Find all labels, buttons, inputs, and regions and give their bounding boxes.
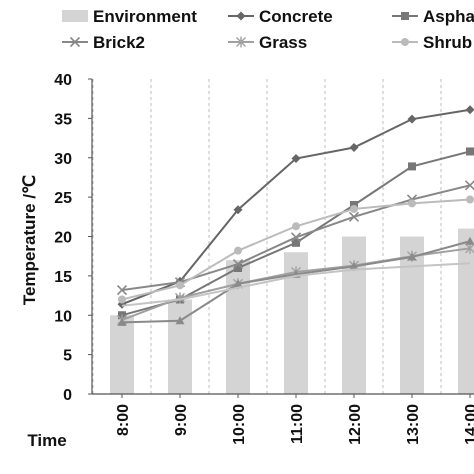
- x-tick-label: 13:00: [405, 404, 422, 445]
- point-unlabeled-5: [117, 317, 127, 326]
- point-concrete: [233, 205, 243, 215]
- point-shrub: [292, 222, 300, 231]
- grid-lines: [92, 79, 442, 394]
- point-shrub: [234, 246, 242, 255]
- legend-label: Shrub: [423, 33, 472, 52]
- point-shrub: [408, 199, 416, 208]
- x-tick-label: 8:00: [115, 404, 132, 436]
- legend-label: Brick2: [93, 33, 145, 52]
- point-brick2: [348, 211, 360, 222]
- legend-item-grass: Grass: [228, 33, 307, 52]
- x-tick-label: 11:00: [289, 404, 306, 444]
- point-concrete: [465, 105, 474, 115]
- point-shrub: [350, 204, 358, 213]
- point-unlabeled-5: [465, 236, 474, 245]
- point-concrete: [407, 114, 417, 124]
- y-tick-label: 5: [63, 348, 72, 365]
- point-brick2: [116, 284, 128, 296]
- y-tick-label: 25: [54, 190, 72, 207]
- legend-item-environment: Environment: [62, 7, 197, 26]
- x-tick-label: 12:00: [347, 404, 364, 445]
- legend-item-shrub: Shrub: [392, 33, 472, 52]
- point-shrub: [118, 295, 126, 304]
- axes: 0 5 10 15 20 25 30 35 40 8:00 9:00 10:00 11:00 12:00 1…: [54, 72, 474, 445]
- legend-marker: [236, 36, 246, 48]
- legend-item-asphalt: Asphalt: [392, 7, 474, 26]
- bar-environment: [400, 236, 424, 394]
- legend-swatch: [62, 10, 88, 22]
- x-tick-label: 10:00: [231, 404, 248, 445]
- point-concrete: [291, 154, 301, 164]
- x-tick-label: 9:00: [173, 404, 190, 436]
- line-unlabeled-6: [121, 262, 471, 307]
- legend-marker: [236, 11, 246, 21]
- legend-item-concrete: Concrete: [228, 7, 333, 26]
- bar-environment: [168, 299, 192, 394]
- line-series: [116, 105, 474, 326]
- point-grass: [175, 292, 185, 304]
- point-brick2: [290, 232, 302, 243]
- point-unlabeled-5: [407, 252, 417, 261]
- point-unlabeled-5: [175, 316, 185, 325]
- y-tick-label: 40: [54, 72, 72, 89]
- y-tick-label: 35: [54, 111, 72, 128]
- legend-item-brick2: Brick2: [62, 33, 145, 52]
- legend-marker: [401, 38, 409, 46]
- bar-environment: [342, 236, 366, 394]
- point-asphalt: [292, 238, 300, 247]
- point-unlabeled-5: [349, 261, 359, 270]
- bar-environment: [110, 315, 134, 394]
- bar-series: [110, 228, 474, 394]
- y-tick-label: 30: [54, 151, 72, 168]
- legend-marker: [401, 12, 409, 20]
- legend: Environment Concrete Asphalt Brick2 Grass Shr…: [62, 7, 474, 52]
- point-asphalt: [234, 264, 242, 272]
- point-brick2: [464, 180, 474, 191]
- y-tick-label: 15: [54, 269, 72, 286]
- legend-label: Asphalt: [423, 7, 474, 26]
- bar-environment: [458, 228, 474, 394]
- point-asphalt: [408, 162, 416, 171]
- y-tick-label: 10: [54, 308, 72, 325]
- legend-marker: [69, 36, 81, 48]
- point-brick2: [232, 258, 244, 270]
- point-concrete: [349, 143, 359, 153]
- point-shrub: [466, 195, 474, 204]
- y-tick-label: 0: [63, 387, 72, 404]
- x-axis-title: Time: [27, 431, 66, 450]
- y-tick-label: 20: [54, 230, 72, 247]
- legend-label: Environment: [93, 7, 197, 26]
- x-tick-label: 14:00: [463, 404, 474, 445]
- legend-label: Grass: [259, 33, 307, 52]
- point-shrub: [176, 281, 184, 290]
- y-axis-title: Temperature /℃: [20, 175, 39, 305]
- legend-label: Concrete: [259, 7, 333, 26]
- point-asphalt: [466, 147, 474, 156]
- point-unlabeled-5: [233, 279, 243, 288]
